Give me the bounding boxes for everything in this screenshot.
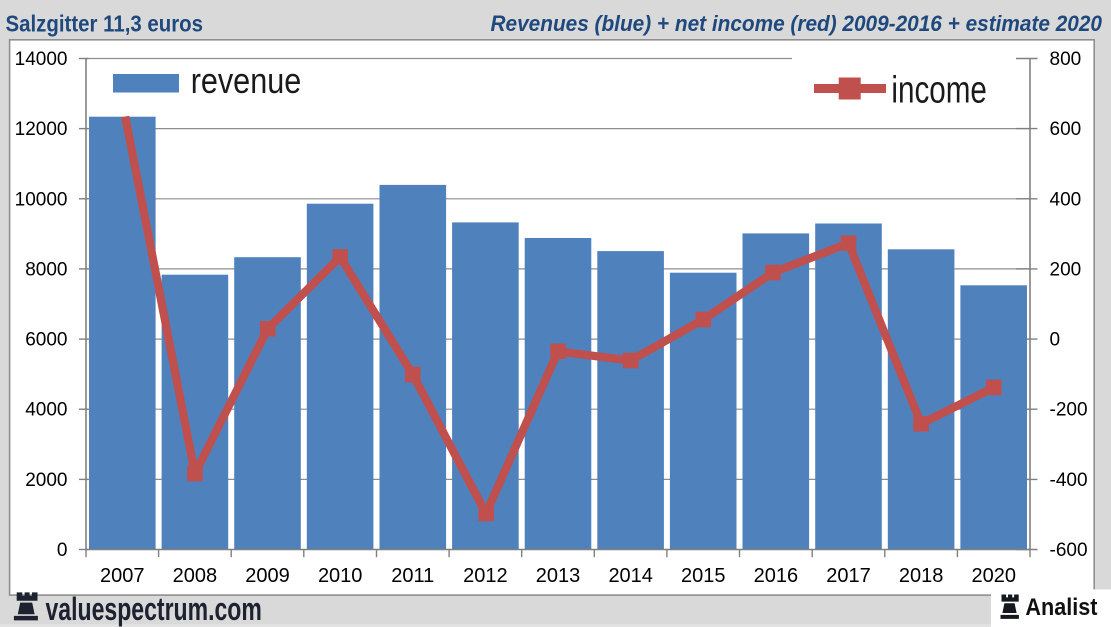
svg-text:income: income [891, 69, 987, 111]
svg-text:Revenues (blue) + net income (: Revenues (blue) + net income (red) 2009-… [491, 10, 1102, 36]
svg-text:200: 200 [1050, 259, 1082, 280]
svg-text:2010: 2010 [318, 565, 363, 587]
svg-text:2011: 2011 [391, 565, 434, 587]
svg-text:revenue: revenue [191, 62, 302, 102]
svg-text:2016: 2016 [754, 565, 799, 587]
svg-text:-200: -200 [1050, 400, 1088, 421]
svg-text:800: 800 [1050, 49, 1082, 70]
svg-text:2017: 2017 [826, 565, 871, 587]
svg-text:2012: 2012 [463, 565, 508, 587]
svg-text:10000: 10000 [15, 189, 68, 210]
svg-text:12000: 12000 [15, 119, 68, 140]
svg-text:0: 0 [1050, 330, 1061, 351]
svg-text:400: 400 [1050, 189, 1082, 210]
svg-text:valuespectrum.com: valuespectrum.com [46, 591, 262, 627]
svg-text:2014: 2014 [608, 565, 653, 587]
svg-text:Salzgitter 11,3 euros: Salzgitter 11,3 euros [6, 10, 204, 36]
svg-text:2009: 2009 [245, 565, 290, 587]
svg-text:4000: 4000 [25, 400, 67, 421]
svg-text:6000: 6000 [25, 330, 67, 351]
svg-text:0: 0 [57, 540, 68, 561]
svg-text:Analist: Analist [1025, 593, 1097, 620]
svg-text:2013: 2013 [536, 565, 581, 587]
svg-text:2000: 2000 [25, 470, 67, 491]
svg-text:8000: 8000 [25, 259, 67, 280]
svg-text:-600: -600 [1050, 540, 1088, 561]
svg-text:2008: 2008 [173, 565, 218, 587]
svg-text:2015: 2015 [681, 565, 726, 587]
svg-text:600: 600 [1050, 119, 1082, 140]
svg-text:14000: 14000 [15, 49, 68, 70]
svg-text:-400: -400 [1050, 470, 1088, 491]
svg-text:2020: 2020 [972, 565, 1017, 587]
svg-text:2018: 2018 [899, 565, 944, 587]
svg-text:2007: 2007 [100, 565, 145, 587]
